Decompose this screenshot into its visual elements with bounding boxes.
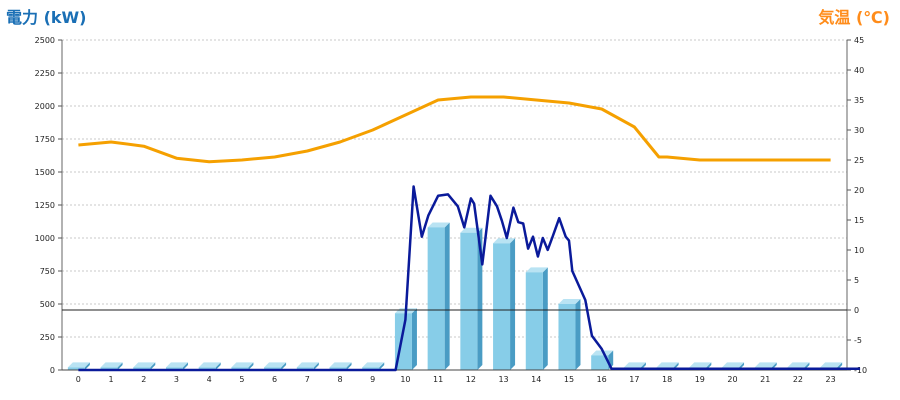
x-tick-label: 17 [629,375,639,384]
x-tick-label: 1 [109,375,114,384]
x-tick-label: 5 [239,375,244,384]
right-tick-label: 5 [854,276,859,285]
power-line [78,185,861,372]
power-bar [427,222,450,370]
x-tick-label: 14 [531,375,541,384]
left-tick-label: 2500 [35,36,55,45]
x-tick-label: 6 [272,375,277,384]
right-tick-label: 30 [854,126,864,135]
right-tick-label: 40 [854,66,864,75]
power-bar [264,362,287,370]
temperature-line [78,95,831,164]
right-tick-label: -10 [854,366,867,375]
power-bar [198,362,221,370]
right-tick-label: 35 [854,96,864,105]
power-bar [296,362,319,370]
x-tick-label: 22 [793,375,803,384]
x-tick-label: 0 [76,375,81,384]
left-tick-label: 0 [50,366,55,375]
left-tick-label: 1500 [35,168,55,177]
left-axis-title: 電力 (kW) [6,8,87,27]
left-tick-label: 250 [40,333,55,342]
right-tick-label: 0 [854,306,859,315]
power-bar [100,362,123,370]
power-bar [558,299,581,370]
x-tick-label: 10 [400,375,410,384]
power-bar [525,267,548,370]
left-tick-label: 750 [40,267,55,276]
right-tick-label: 15 [854,216,864,225]
x-tick-label: 8 [337,375,342,384]
power-bar [493,238,516,370]
left-tick-label: 500 [40,300,55,309]
right-tick-label: -5 [854,336,862,345]
left-tick-label: 1250 [35,201,55,210]
left-tick-label: 1750 [35,135,55,144]
x-tick-label: 18 [662,375,672,384]
x-tick-label: 9 [370,375,375,384]
power-bar [231,362,254,370]
x-tick-label: 7 [305,375,310,384]
left-tick-label: 2000 [35,102,55,111]
power-bar [67,362,90,370]
x-tick-label: 21 [760,375,770,384]
power-bar [165,362,188,370]
x-tick-label: 3 [174,375,179,384]
x-tick-label: 4 [207,375,212,384]
x-tick-label: 15 [564,375,574,384]
x-tick-label: 16 [597,375,607,384]
left-tick-label: 2250 [35,69,55,78]
power-bar [133,362,156,370]
left-tick-label: 1000 [35,234,55,243]
right-tick-label: 45 [854,36,864,45]
x-tick-label: 19 [695,375,705,384]
x-tick-label: 13 [498,375,508,384]
right-tick-label: 20 [854,186,864,195]
x-tick-label: 2 [141,375,146,384]
x-tick-label: 20 [727,375,737,384]
x-tick-label: 12 [466,375,476,384]
x-tick-label: 11 [433,375,443,384]
power-bar [362,362,385,370]
right-tick-label: 25 [854,156,864,165]
x-tick-label: 23 [826,375,836,384]
right-tick-label: 10 [854,246,864,255]
power-bar [329,362,352,370]
right-axis-title: 気温 (℃) [818,8,890,27]
